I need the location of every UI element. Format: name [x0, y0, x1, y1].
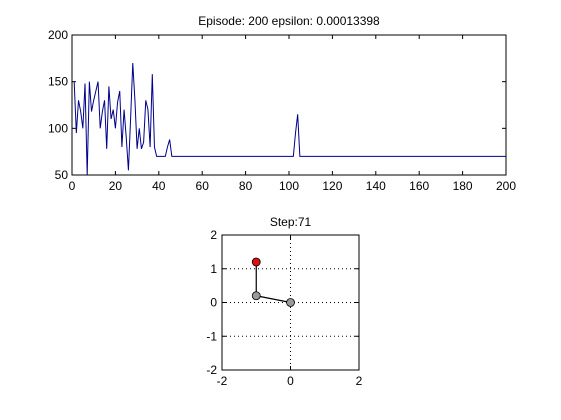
x-tick-label: -2: [217, 374, 228, 388]
x-tick-label: 120: [322, 179, 342, 193]
series-lines: [73, 62, 506, 176]
y-tick-label: 0: [210, 296, 217, 310]
link-line: [256, 295, 291, 304]
x-tick-label: 200: [496, 179, 516, 193]
x-tick-label: 0: [287, 374, 294, 388]
y-tick-label: 200: [48, 28, 68, 42]
y-tick-label: 1: [210, 262, 217, 276]
y-tick-label: 50: [55, 168, 69, 182]
axes-frame: [71, 34, 507, 176]
x-tick-label: 80: [239, 179, 253, 193]
x-tick-label: 20: [109, 179, 123, 193]
joint-point: [286, 298, 295, 307]
chart-title: Episode: 200 epsilon: 0.00013398: [198, 14, 380, 28]
link-lines: [255, 262, 291, 304]
x-tick-label: 140: [366, 179, 386, 193]
x-tick-label: 160: [409, 179, 429, 193]
joint-point: [251, 257, 261, 267]
x-tick-label: 180: [453, 179, 473, 193]
joint-points: [251, 257, 295, 307]
x-tick-label: 60: [196, 179, 210, 193]
pendulum-plot: Step:71 -2 0 2 -2 -1 0 1 2: [206, 215, 362, 388]
x-tick-label: 40: [152, 179, 166, 193]
y-tick-label: 2: [210, 228, 217, 242]
chart-title: Step:71: [270, 215, 312, 229]
y-tick-label: 150: [48, 75, 68, 89]
x-tick-label: 100: [279, 179, 299, 193]
episode-steps-chart: Episode: 200 epsilon: 0.00013398 0 20 40 60…: [48, 14, 516, 193]
series-line: [73, 62, 506, 176]
tick-labels: 0 20 40 60 80 100 120 140 160 180 200 50 100 150 200: [48, 28, 516, 193]
y-tick-label: -2: [206, 363, 217, 377]
tick-labels: -2 0 2 -2 -1 0 1 2: [206, 228, 362, 388]
joint-point: [251, 291, 261, 301]
x-tick-label: 0: [69, 179, 76, 193]
axes-frame: [221, 234, 360, 371]
y-tick-label: -1: [206, 329, 217, 343]
y-tick-label: 100: [48, 121, 68, 135]
x-tick-label: 2: [356, 374, 363, 388]
